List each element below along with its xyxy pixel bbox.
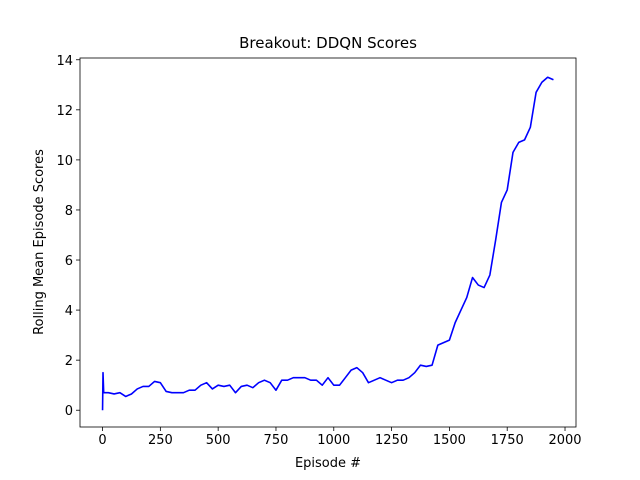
- x-tick-label: 0: [98, 433, 106, 448]
- plot-frame: [79, 57, 577, 428]
- y-tick-label: 12: [56, 104, 73, 119]
- y-tick-label: 8: [65, 204, 73, 219]
- x-tick-label: 1000: [317, 433, 350, 448]
- y-tick-label: 14: [56, 54, 73, 69]
- x-axis-label: Episode #: [295, 456, 361, 471]
- y-tick-label: 10: [56, 154, 73, 169]
- x-tick-label: 750: [264, 433, 289, 448]
- data-line: [101, 76, 554, 411]
- x-tick-label: 1500: [433, 433, 466, 448]
- y-axis-label: Rolling Mean Episode Scores: [32, 149, 47, 335]
- x-tick-label: 1250: [375, 433, 408, 448]
- y-tick-label: 6: [65, 254, 73, 269]
- x-tick-label: 2000: [548, 433, 581, 448]
- x-tick-label: 1750: [491, 433, 524, 448]
- y-tick-label: 4: [65, 304, 73, 319]
- x-tick-label: 500: [206, 433, 231, 448]
- chart-title: Breakout: DDQN Scores: [239, 34, 417, 52]
- x-tick-label: 250: [148, 433, 173, 448]
- y-tick-label: 2: [65, 354, 73, 369]
- y-tick-label: 0: [65, 404, 73, 419]
